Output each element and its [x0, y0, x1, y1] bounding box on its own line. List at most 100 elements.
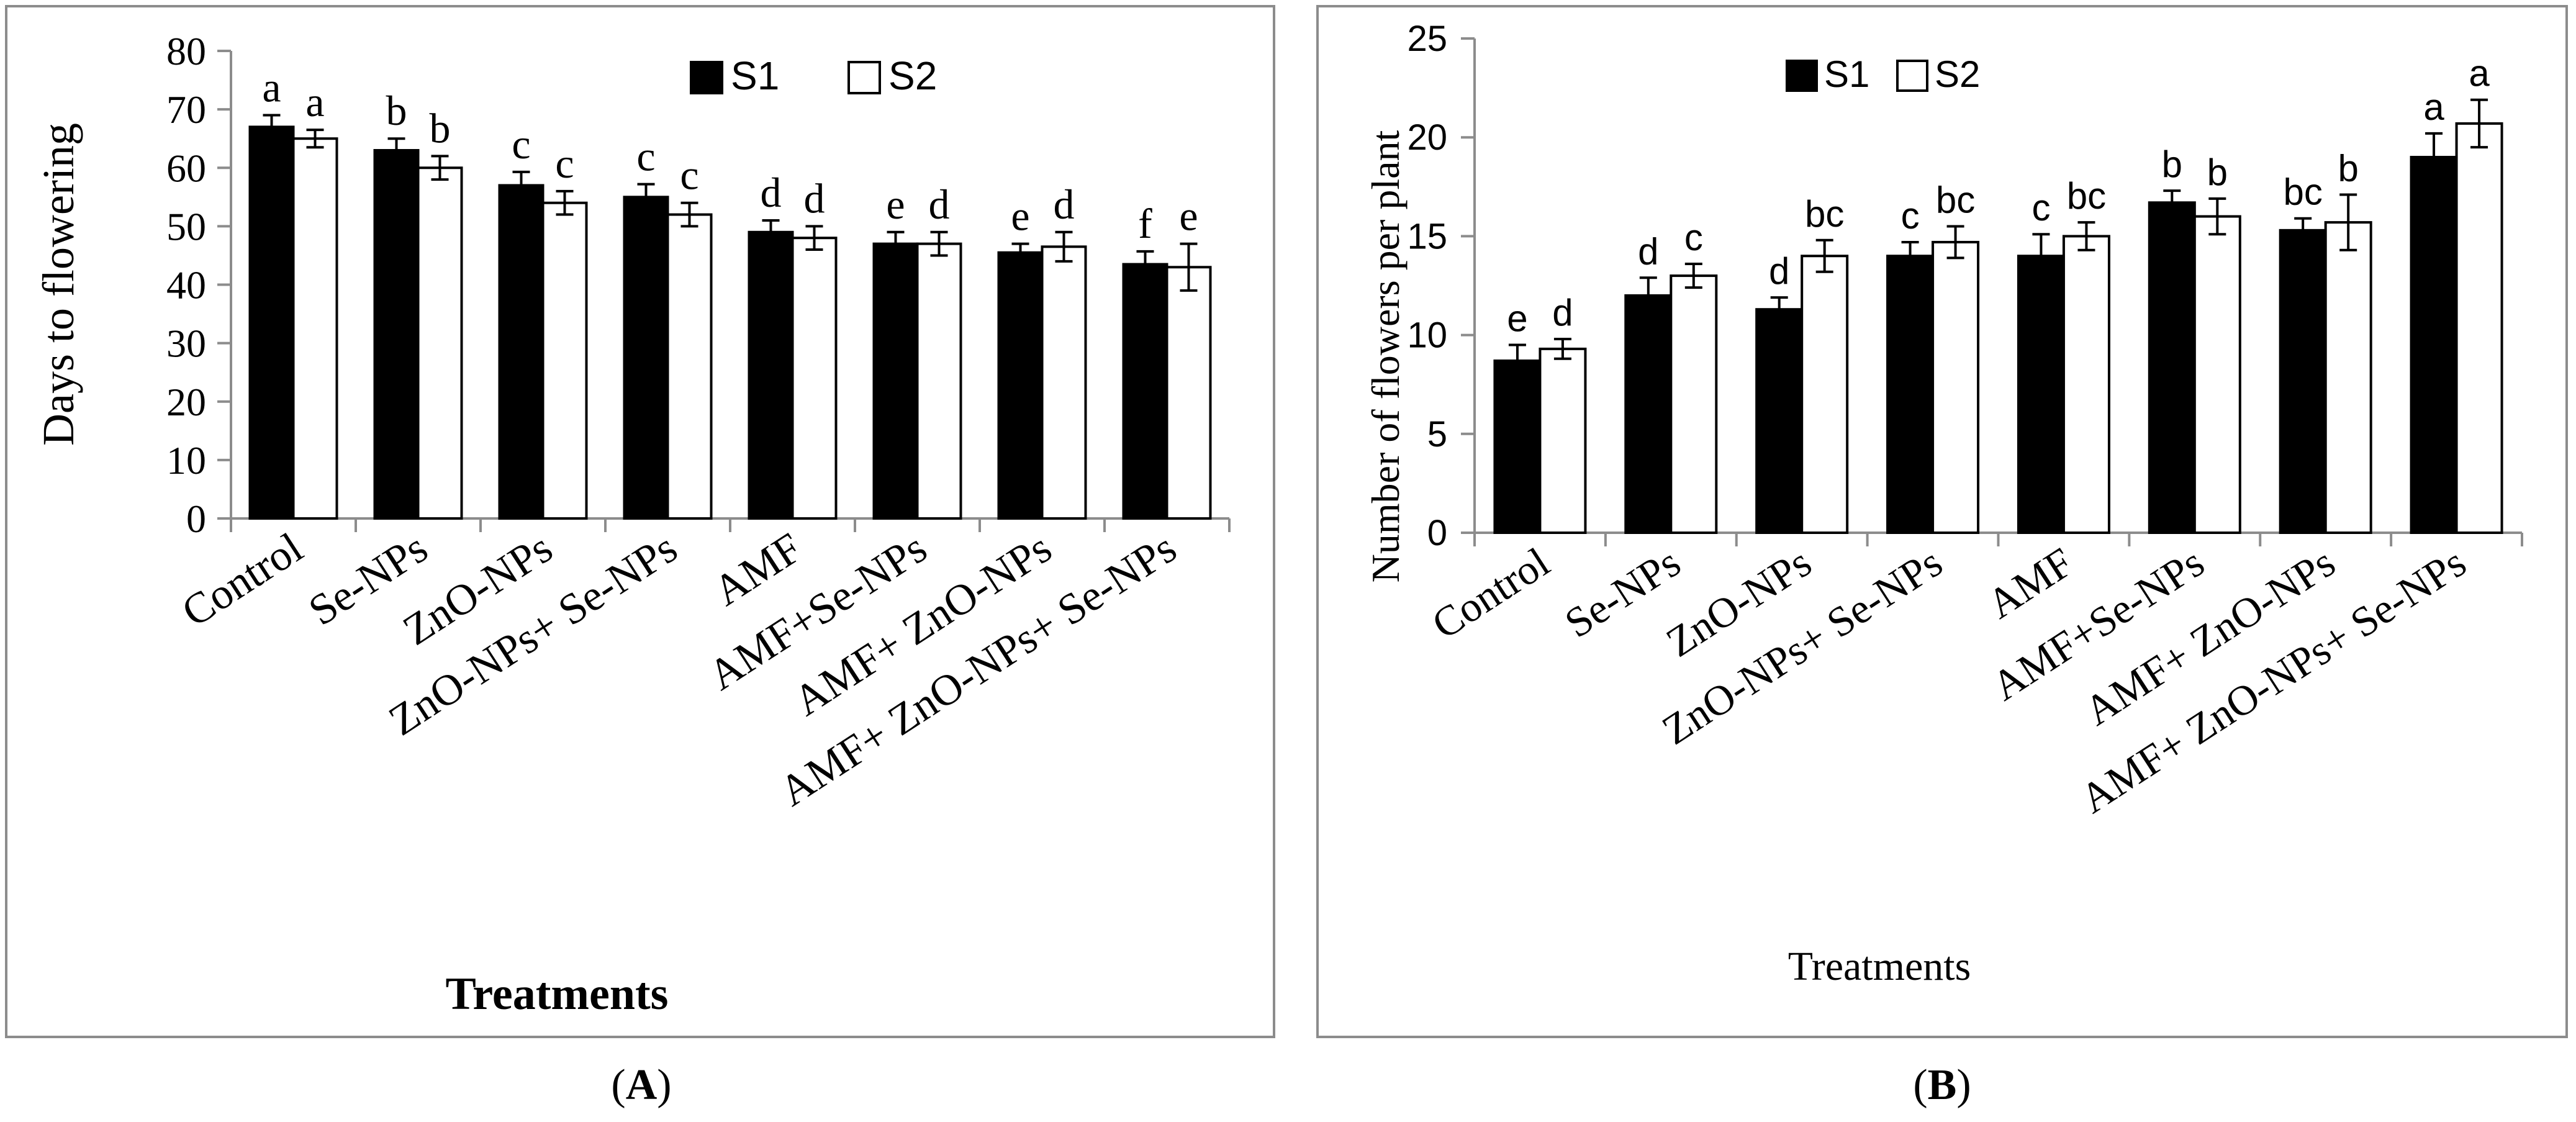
- significance-label-s1-amf-zno-nps: e: [1011, 192, 1029, 240]
- bar-s2-zno-nps: [541, 201, 588, 520]
- bar-s2-zno-nps-se-nps: [666, 213, 713, 520]
- y-tick-label: 20: [166, 380, 206, 424]
- legend-swatch-s1: [690, 61, 723, 94]
- bar-s1-control: [1493, 359, 1542, 534]
- bar-s2-amf: [2062, 235, 2110, 534]
- significance-label-s2-amf-se-nps: b: [2207, 152, 2228, 193]
- caption-b-letter: B: [1928, 1061, 1957, 1109]
- y-tick-label: 80: [166, 29, 206, 73]
- bar-s2-amf-zno-nps: [2324, 221, 2372, 534]
- bar-s2-control: [1539, 347, 1587, 534]
- bar-s1-zno-nps: [1755, 308, 1804, 534]
- legend-label-s2: S2: [1935, 53, 1980, 95]
- bar-s2-control: [292, 137, 338, 520]
- y-tick-label: 70: [166, 88, 206, 132]
- bar-s2-amf-se-nps: [916, 242, 962, 520]
- significance-label-s1-amf: d: [761, 169, 782, 216]
- bar-s1-zno-nps-se-nps: [623, 196, 669, 520]
- legend-swatch-s2: [1896, 60, 1928, 92]
- significance-label-s1-amf-zno-nps: bc: [2284, 171, 2323, 213]
- significance-label-s2-control: a: [305, 78, 324, 125]
- significance-label-s2-zno-nps: c: [555, 140, 574, 187]
- legend-swatch-s2: [847, 61, 881, 94]
- bar-s1-amf-se-nps: [872, 242, 919, 520]
- y-tick-label: 0: [1427, 513, 1447, 553]
- significance-label-s2-se-nps: b: [430, 104, 451, 152]
- bar-s1-zno-nps: [498, 184, 545, 520]
- bar-s1-amf: [2017, 255, 2065, 534]
- significance-label-s1-amf-se-nps: e: [886, 181, 905, 228]
- bar-s2-zno-nps: [1801, 255, 1849, 534]
- y-tick-label: 25: [1407, 19, 1447, 59]
- bar-s1-zno-nps-se-nps: [1886, 255, 1935, 534]
- significance-label-s1-zno-nps: c: [512, 120, 530, 168]
- x-axis-title: Treatments: [446, 969, 669, 1020]
- bar-s1-amf-zno-nps-se-nps: [2410, 156, 2458, 535]
- y-tick-label: 15: [1407, 216, 1447, 256]
- legend-label-s1: S1: [731, 53, 779, 98]
- caption-b: (B): [1913, 1061, 1971, 1109]
- bar-s2-amf: [791, 237, 838, 520]
- significance-label-s2-amf-zno-nps: b: [2338, 148, 2359, 189]
- caption-a: (A): [611, 1061, 671, 1109]
- bar-s2-amf-zno-nps: [1041, 245, 1087, 520]
- bar-s2-se-nps: [1670, 274, 1718, 534]
- bar-s2-amf-zno-nps-se-nps: [1165, 266, 1212, 520]
- bar-s1-amf-zno-nps: [2279, 228, 2327, 534]
- panel-a-frame: [5, 5, 1275, 1038]
- y-tick-label: 40: [166, 263, 206, 307]
- significance-label-s1-amf-zno-nps-se-nps: f: [1138, 200, 1152, 247]
- y-tick-label: 0: [186, 497, 206, 541]
- bar-s1-se-nps: [1624, 294, 1673, 534]
- bar-s1-se-nps: [373, 149, 420, 520]
- caption-a-letter: A: [626, 1061, 658, 1109]
- significance-label-s1-zno-nps-se-nps: c: [636, 133, 655, 180]
- significance-label-s2-amf-zno-nps-se-nps: a: [2469, 53, 2490, 94]
- y-axis-title: Number of flowers per plant: [1363, 130, 1408, 582]
- significance-label-s2-amf-se-nps: d: [929, 181, 950, 228]
- y-tick-label: 50: [166, 204, 206, 248]
- bar-s2-amf-se-nps: [2193, 215, 2241, 534]
- y-tick-label: 20: [1407, 117, 1447, 158]
- significance-label-s1-amf-zno-nps-se-nps: a: [2423, 86, 2444, 128]
- bar-s2-se-nps: [417, 166, 463, 520]
- significance-label-s1-control: e: [1507, 298, 1527, 340]
- legend: S1 S2: [1786, 53, 1980, 95]
- legend: S1 S2: [690, 53, 937, 98]
- significance-label-s1-zno-nps: d: [1769, 250, 1789, 292]
- significance-label-s1-zno-nps-se-nps: c: [1901, 195, 1920, 237]
- bar-s1-amf-se-nps: [2148, 201, 2196, 535]
- significance-label-s1-amf: c: [2031, 187, 2050, 228]
- y-tick-label: 30: [166, 322, 206, 366]
- significance-label-s1-control: a: [262, 64, 281, 111]
- legend-label-s2: S2: [888, 53, 937, 98]
- significance-label-s2-zno-nps: bc: [1805, 193, 1844, 235]
- bar-s1-amf-zno-nps: [997, 251, 1044, 520]
- x-axis-title: Treatments: [1788, 944, 1971, 989]
- bar-s1-control: [248, 125, 295, 520]
- bar-s2-zno-nps-se-nps: [1932, 240, 1980, 534]
- significance-label-s2-zno-nps-se-nps: bc: [1936, 179, 1975, 220]
- significance-label-s2-amf: d: [804, 174, 825, 222]
- significance-label-s1-se-nps: b: [386, 87, 407, 134]
- bar-s1-amf-zno-nps-se-nps: [1122, 263, 1168, 520]
- bar-s2-amf-zno-nps-se-nps: [2455, 122, 2503, 535]
- significance-label-s2-amf-zno-nps: d: [1054, 181, 1075, 228]
- significance-label-s2-amf-zno-nps-se-nps: e: [1179, 192, 1198, 240]
- legend-label-s1: S1: [1824, 53, 1869, 95]
- y-axis-title: Days to flowering: [34, 123, 83, 446]
- significance-label-s2-control: d: [1552, 292, 1573, 333]
- significance-label-s2-zno-nps-se-nps: c: [680, 152, 698, 199]
- bar-s1-amf: [748, 230, 794, 520]
- significance-label-s1-se-nps: d: [1638, 230, 1658, 272]
- significance-label-s1-amf-se-nps: b: [2162, 143, 2182, 185]
- y-tick-label: 10: [166, 438, 206, 482]
- significance-label-s2-amf: bc: [2067, 175, 2106, 217]
- significance-label-s2-se-nps: c: [1684, 217, 1703, 258]
- y-tick-label: 10: [1407, 315, 1447, 356]
- y-tick-label: 5: [1427, 414, 1447, 455]
- legend-swatch-s1: [1786, 60, 1818, 92]
